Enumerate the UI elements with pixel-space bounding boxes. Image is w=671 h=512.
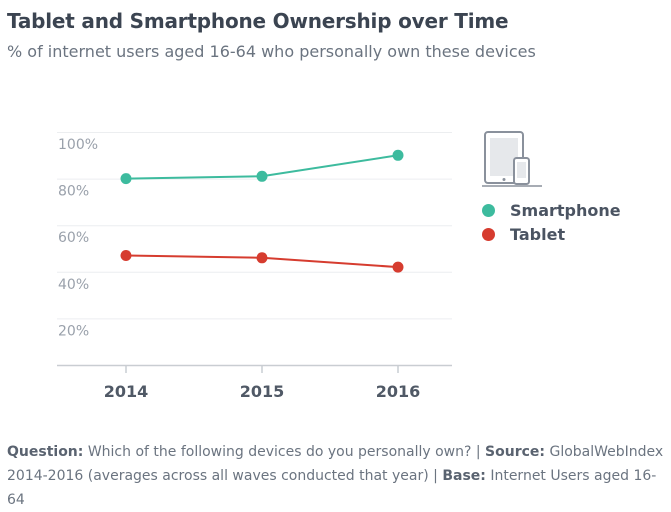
footnote: Question: Which of the following devices… bbox=[7, 440, 667, 512]
source-text: GlobalWebIndex 2014-2016 (averages acros… bbox=[7, 444, 664, 484]
data-point-tablet bbox=[256, 252, 268, 264]
legend-label-smartphone: Smartphone bbox=[510, 201, 621, 220]
data-point-smartphone bbox=[256, 170, 268, 182]
y-tick-label: 60% bbox=[58, 230, 89, 246]
legend-swatch-tablet bbox=[482, 228, 495, 241]
legend-item-smartphone: Smartphone bbox=[482, 201, 621, 220]
y-axis-ticks: 20% 40% 60% 80% 100% bbox=[58, 137, 98, 339]
chart-title: Tablet and Smartphone Ownership over Tim… bbox=[7, 9, 509, 33]
base-label: Base: bbox=[442, 468, 486, 484]
source-label: Source: bbox=[485, 444, 546, 460]
x-tick-label: 2016 bbox=[376, 382, 421, 401]
y-tick-label: 80% bbox=[58, 184, 89, 200]
y-tick-label: 20% bbox=[58, 323, 89, 339]
y-tick-label: 40% bbox=[58, 277, 89, 293]
question-label: Question: bbox=[7, 444, 84, 460]
separator-2: | bbox=[433, 468, 438, 484]
tablet-smartphone-icon bbox=[482, 131, 542, 187]
separator-1: | bbox=[475, 444, 481, 460]
gridlines bbox=[57, 132, 452, 320]
line-chart: 20% 40% 60% 80% 100% 2014 2015 2016 bbox=[57, 132, 452, 401]
x-tick-label: 2015 bbox=[240, 382, 285, 401]
legend-label-tablet: Tablet bbox=[510, 225, 566, 244]
x-tick-label: 2014 bbox=[104, 382, 149, 401]
legend-swatch-smartphone bbox=[482, 204, 495, 217]
chart-subtitle: % of internet users aged 16-64 who perso… bbox=[7, 42, 536, 61]
data-point-smartphone bbox=[120, 173, 132, 185]
x-axis-ticks: 2014 2015 2016 bbox=[104, 365, 421, 401]
data-series bbox=[120, 149, 404, 273]
data-point-tablet bbox=[392, 261, 404, 273]
data-point-tablet bbox=[120, 250, 132, 261]
data-point-smartphone bbox=[392, 149, 404, 161]
question-text: Which of the following devices do you pe… bbox=[87, 444, 472, 460]
y-tick-label: 100% bbox=[58, 137, 98, 153]
legend-item-tablet: Tablet bbox=[482, 225, 565, 244]
